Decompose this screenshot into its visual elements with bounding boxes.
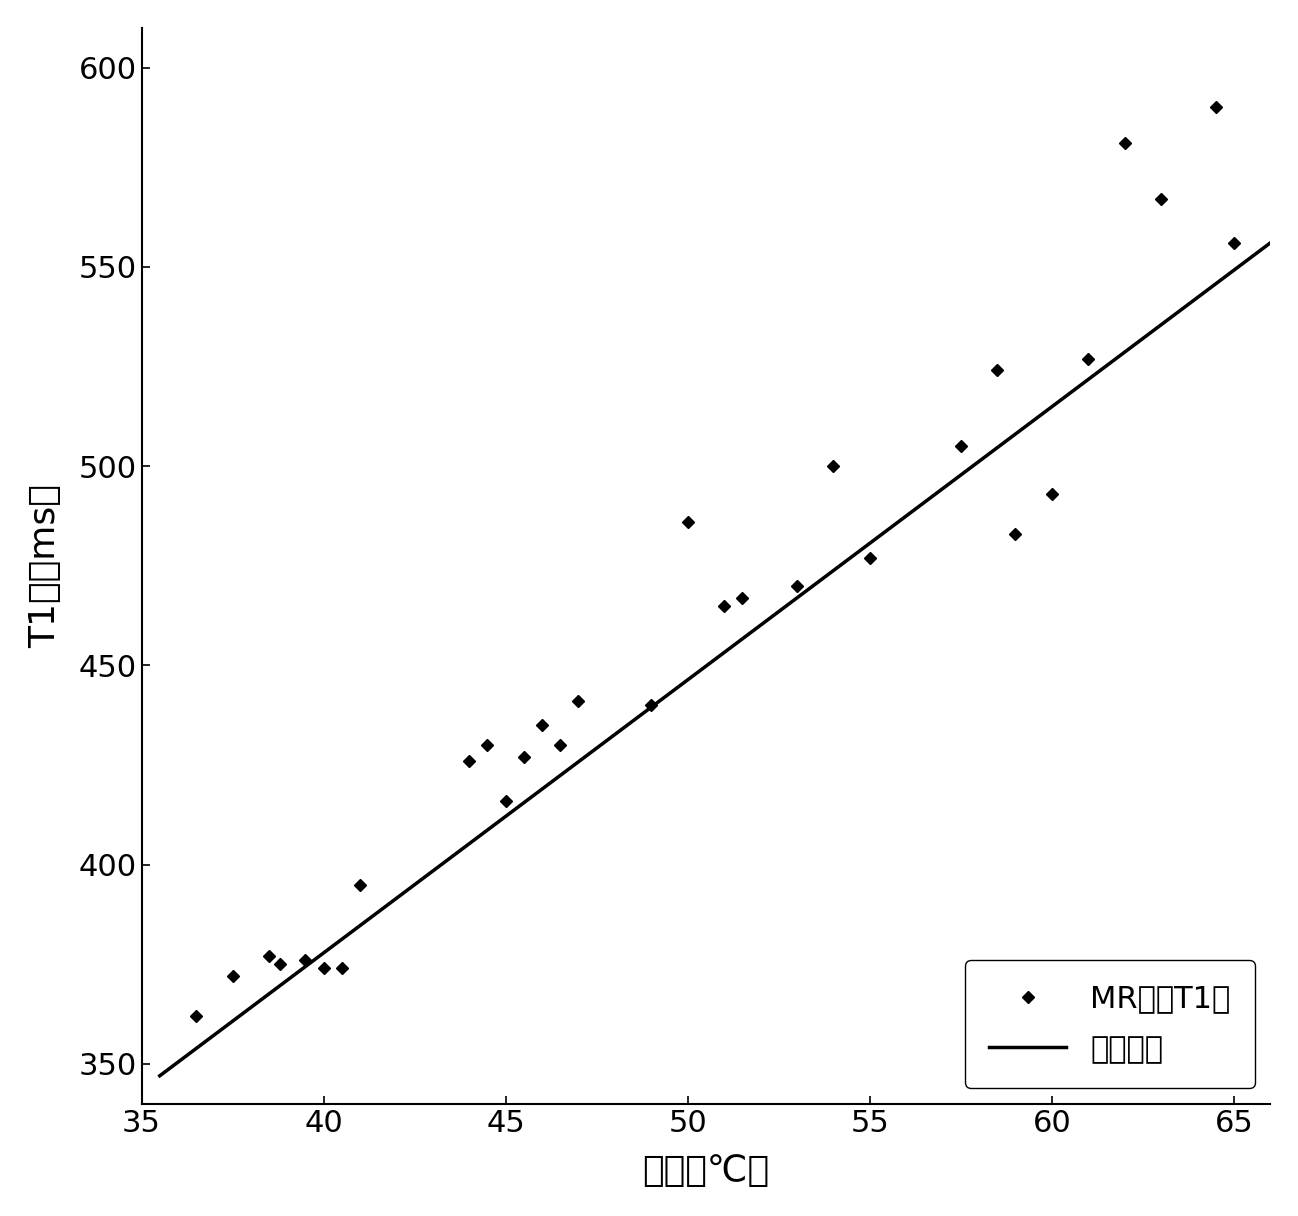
MR测的T1値 xyxy=(735,590,750,604)
MR测的T1値 xyxy=(273,957,288,972)
MR测的T1値 xyxy=(826,458,841,473)
MR测的T1値 xyxy=(261,948,276,963)
Y-axis label: T1値（ms）: T1値（ms） xyxy=(27,484,62,648)
MR测的T1値 xyxy=(188,1009,204,1024)
MR测的T1値 xyxy=(1208,100,1224,114)
MR测的T1値 xyxy=(553,738,569,753)
MR测的T1値 xyxy=(352,877,367,891)
MR测的T1値 xyxy=(789,579,805,593)
MR测的T1値 xyxy=(1080,351,1096,366)
MR测的T1値 xyxy=(225,969,240,984)
MR测的T1値 xyxy=(953,439,968,454)
MR测的T1値 xyxy=(989,364,1005,378)
MR测的T1値 xyxy=(462,754,478,769)
MR测的T1値 xyxy=(862,551,877,565)
MR测的T1値 xyxy=(535,717,550,732)
MR测的T1値 xyxy=(1153,192,1168,207)
MR测的T1値 xyxy=(517,750,532,765)
MR测的T1値 xyxy=(680,514,696,529)
MR测的T1値 xyxy=(498,794,514,809)
MR测的T1値 xyxy=(716,598,732,613)
MR测的T1値 xyxy=(1227,236,1242,250)
X-axis label: 温度（℃）: 温度（℃） xyxy=(643,1154,770,1188)
MR测的T1値 xyxy=(1044,486,1059,501)
Legend: MR测的T1値, 拟合曲线: MR测的T1値, 拟合曲线 xyxy=(964,961,1255,1088)
MR测的T1値 xyxy=(315,961,331,975)
MR测的T1値 xyxy=(297,953,313,968)
Line: MR测的T1値: MR测的T1値 xyxy=(192,103,1238,1020)
MR测的T1値 xyxy=(571,694,587,709)
MR测的T1値 xyxy=(1116,136,1132,151)
MR测的T1値 xyxy=(480,738,496,753)
MR测的T1値 xyxy=(334,961,349,975)
MR测的T1値 xyxy=(644,698,659,713)
MR测的T1値 xyxy=(1007,527,1023,541)
